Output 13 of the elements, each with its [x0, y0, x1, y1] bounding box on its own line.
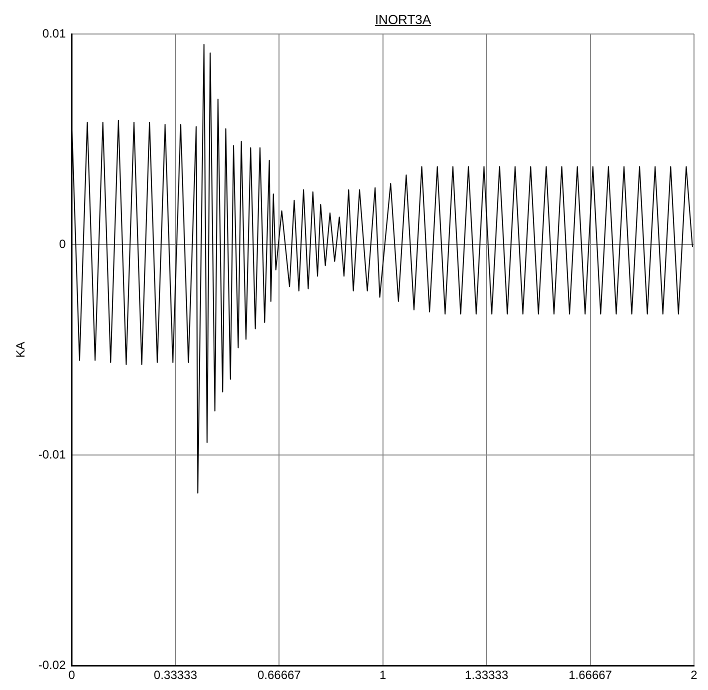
y-axis-title: KA — [14, 342, 28, 358]
x-tick-label: 0.66667 — [257, 668, 302, 682]
y-tick-label: 0 — [59, 236, 66, 251]
x-tick-label: 1.66667 — [568, 668, 612, 682]
x-tick-label: 1 — [380, 668, 387, 682]
x-tick-label: 0 — [68, 668, 76, 682]
y-tick-label: -0.01 — [38, 447, 66, 462]
x-tick-label: 2 — [690, 668, 698, 682]
y-tick-label: -0.02 — [38, 658, 66, 672]
x-tick-label: 1.33333 — [464, 668, 509, 682]
x-tick-label: 0.33333 — [154, 668, 198, 682]
chart-title: INORT3A — [374, 12, 432, 27]
y-tick-label: 0.01 — [42, 26, 66, 40]
